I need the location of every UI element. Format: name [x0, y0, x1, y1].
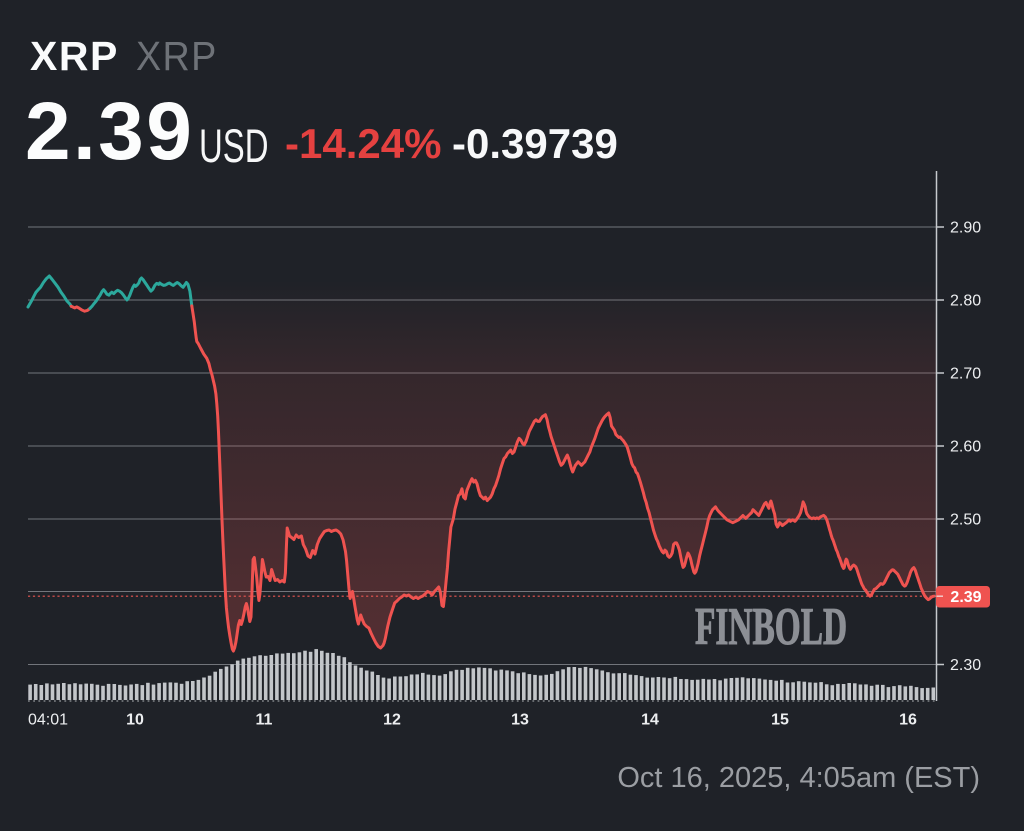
svg-text:13: 13 [511, 712, 529, 729]
svg-text:2.80: 2.80 [950, 293, 981, 310]
svg-text:16: 16 [899, 712, 917, 729]
svg-text:12: 12 [383, 712, 401, 729]
svg-text:14: 14 [641, 712, 659, 729]
svg-text:2.39: 2.39 [950, 589, 981, 606]
svg-text:2.60: 2.60 [950, 439, 981, 456]
svg-text:15: 15 [771, 712, 789, 729]
svg-text:2.30: 2.30 [950, 657, 981, 674]
svg-text:04:01: 04:01 [28, 712, 68, 729]
svg-text:10: 10 [126, 712, 144, 729]
svg-text:FINBOLD: FINBOLD [695, 597, 847, 656]
svg-text:2.50: 2.50 [950, 512, 981, 529]
svg-text:11: 11 [256, 712, 273, 729]
svg-text:2.90: 2.90 [950, 220, 981, 237]
svg-text:2.70: 2.70 [950, 366, 981, 383]
